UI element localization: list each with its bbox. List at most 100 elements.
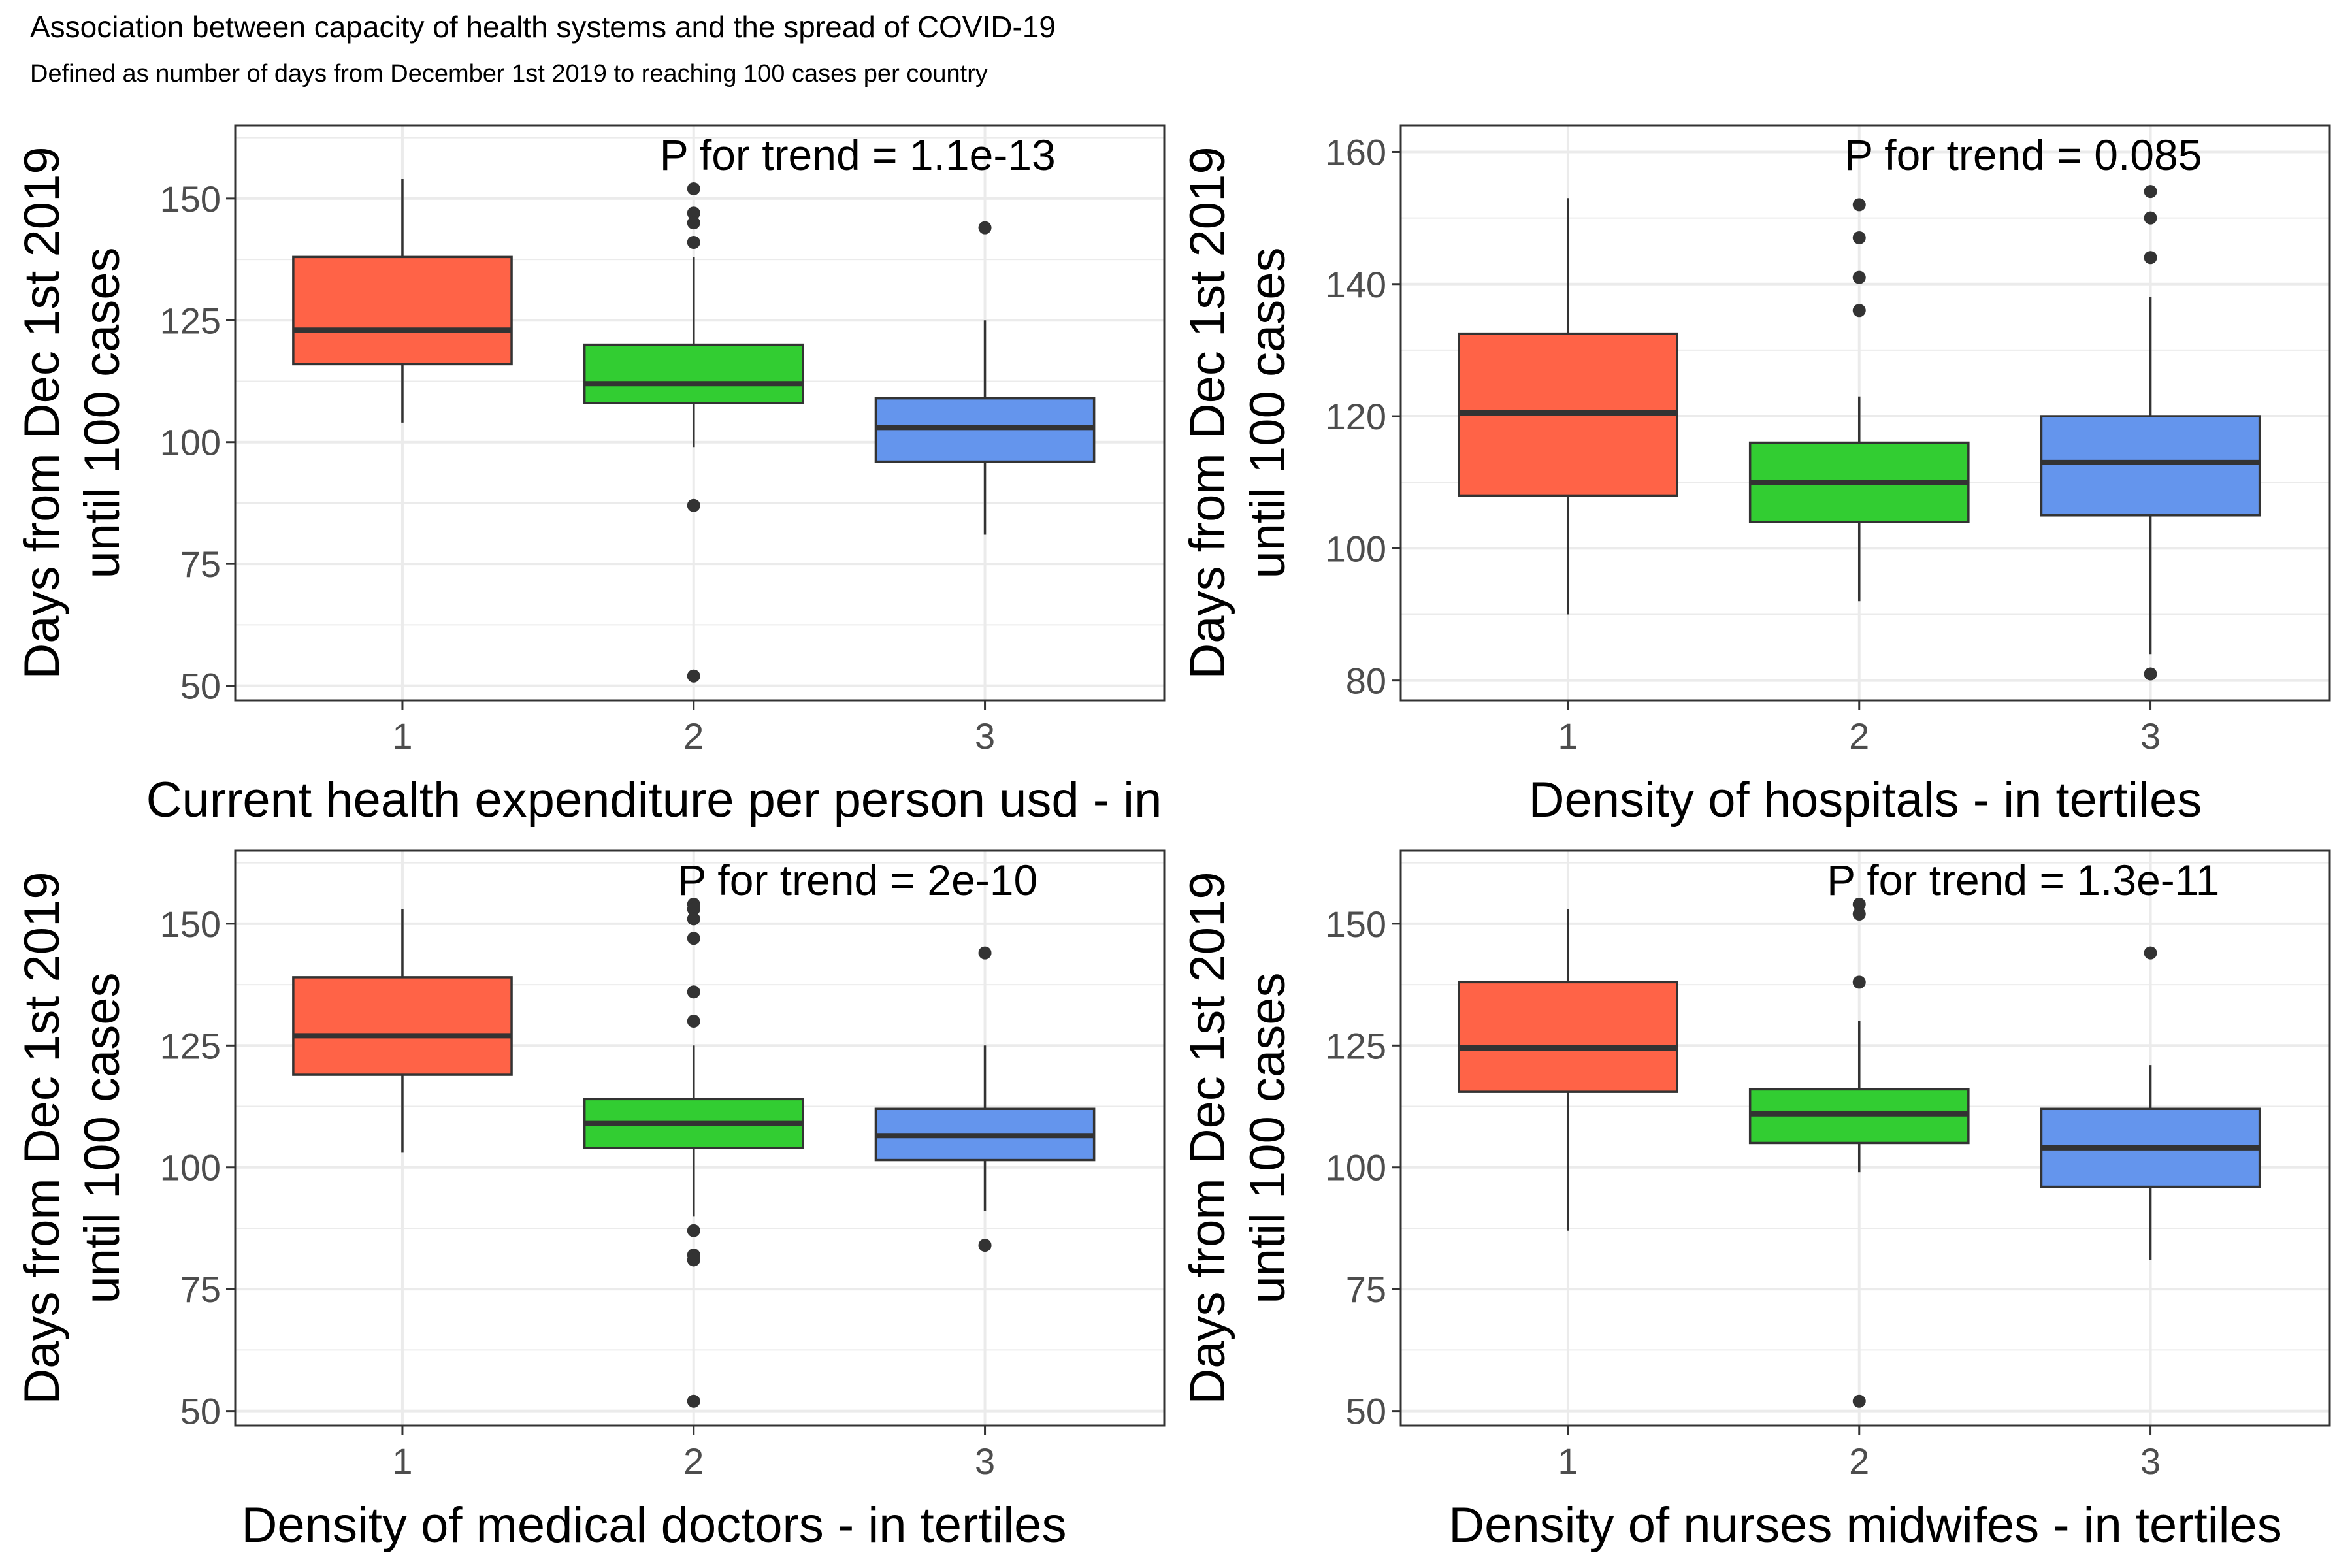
outlier-point: [687, 498, 700, 512]
outlier-point: [687, 985, 700, 999]
box-tertile-2: [583, 182, 804, 683]
outlier-point: [687, 902, 700, 916]
box-tertile-1: [292, 179, 513, 423]
panel-medical-doctors: 50 75 100 125 150 1 2 3 P for trend = 2e-10 Densi…: [14, 849, 1166, 1553]
p-trend-annotation: P for trend = 1.1e-13: [660, 131, 1056, 179]
outlier-point: [2144, 211, 2157, 225]
x-tick-label: 1: [1558, 715, 1578, 757]
outlier-point: [687, 1224, 700, 1237]
y-axis-label-line2: until 100 cases: [74, 973, 130, 1304]
box-tertile-2: [1748, 898, 1970, 1408]
outlier-point: [687, 669, 700, 683]
x-axis-label: Density of hospitals - in tertiles: [1529, 772, 2202, 828]
box-tertile-2: [583, 898, 804, 1408]
outlier-point: [1852, 907, 1866, 921]
panel-border: [1399, 124, 2331, 702]
y-tick-label: 100: [160, 422, 221, 463]
interquartile-box: [1458, 981, 1678, 1093]
outlier-point: [1852, 898, 1866, 911]
box-tertile-1: [1458, 198, 1678, 615]
outlier-point: [2144, 667, 2157, 681]
y-axis-label-line2: until 100 cases: [74, 248, 130, 579]
outlier-point: [687, 235, 700, 249]
outlier-point: [1852, 975, 1866, 989]
outlier-point: [1852, 198, 1866, 212]
x-tick-label: 3: [2140, 1441, 2161, 1482]
chart-subtitle: Defined as number of days from December …: [30, 60, 988, 88]
x-axis-label: Current health expenditure per person us…: [146, 772, 1162, 828]
y-tick-label: 150: [1326, 904, 1386, 945]
outlier-point: [978, 1239, 992, 1252]
panel-border: [1399, 849, 2331, 1427]
interquartile-box: [292, 255, 513, 366]
outlier-point: [978, 946, 992, 960]
outlier-point: [687, 1015, 700, 1028]
y-axis-label-line2: until 100 cases: [1240, 248, 1296, 579]
panel-health-expenditure: 50 75 100 125 150 1 2 3 P for trend = 1.1e-13 Cur…: [14, 124, 1166, 828]
y-tick-label: 75: [180, 544, 221, 585]
x-axis-label: Density of medical doctors - in tertiles: [242, 1497, 1067, 1553]
y-tick-label: 50: [180, 1391, 221, 1432]
outlier-point: [687, 182, 700, 195]
y-tick-label: 150: [160, 904, 221, 945]
interquartile-box: [2040, 415, 2261, 517]
x-tick-label: 3: [2140, 715, 2161, 757]
interquartile-box: [583, 343, 804, 404]
x-tick-label: 3: [975, 715, 995, 757]
y-axis-label-line1: Days from Dec 1st 2019: [14, 872, 70, 1404]
x-tick-label: 2: [683, 715, 704, 757]
panel-border: [234, 849, 1166, 1427]
y-tick-label: 50: [1346, 1391, 1386, 1432]
box-tertile-3: [2040, 185, 2261, 681]
y-axis-label-line1: Days from Dec 1st 2019: [14, 146, 70, 679]
outlier-point: [2144, 946, 2157, 960]
x-tick-label: 2: [1849, 1441, 1869, 1482]
y-tick-label: 125: [160, 300, 221, 341]
x-axis-label: Density of nurses midwifes - in tertiles: [1448, 1497, 2282, 1553]
y-tick-label: 150: [160, 178, 221, 220]
y-tick-label: 125: [160, 1025, 221, 1066]
y-axis-label-line2: until 100 cases: [1240, 973, 1296, 1304]
box-tertile-3: [874, 221, 1096, 535]
interquartile-box: [292, 976, 513, 1076]
y-tick-label: 160: [1326, 131, 1386, 172]
y-axis-label-line1: Days from Dec 1st 2019: [1180, 872, 1235, 1404]
x-tick-label: 2: [1849, 715, 1869, 757]
box-tertile-3: [2040, 946, 2261, 1260]
outlier-point: [687, 216, 700, 230]
y-tick-label: 120: [1326, 396, 1386, 437]
outlier-point: [2144, 185, 2157, 199]
x-tick-label: 1: [1558, 1441, 1578, 1482]
outlier-point: [2144, 251, 2157, 265]
y-tick-label: 100: [160, 1147, 221, 1188]
y-tick-label: 75: [1346, 1269, 1386, 1310]
outlier-point: [978, 221, 992, 235]
x-tick-label: 2: [683, 1441, 704, 1482]
x-tick-label: 1: [392, 715, 412, 757]
box-tertile-1: [292, 909, 513, 1153]
panel-hospitals: 80 100 120 140 160 1 2 3 P for trend = 0.085 Dens…: [1180, 124, 2331, 828]
y-tick-label: 50: [180, 666, 221, 707]
panel-nurses-midwifes: 50 75 100 125 150 1 2 3 P for trend = 1.3e-11 Den…: [1180, 849, 2331, 1553]
outlier-point: [1852, 1394, 1866, 1408]
x-tick-label: 1: [392, 1441, 412, 1482]
outlier-point: [687, 206, 700, 220]
box-tertile-3: [874, 946, 1096, 1252]
outlier-point: [687, 1394, 700, 1408]
outlier-point: [1852, 270, 1866, 284]
panel-border: [234, 124, 1166, 702]
box-tertile-1: [1458, 909, 1678, 1231]
y-tick-label: 80: [1346, 661, 1386, 702]
y-tick-label: 125: [1326, 1025, 1386, 1066]
y-tick-label: 100: [1326, 1147, 1386, 1188]
y-axis-label-line1: Days from Dec 1st 2019: [1180, 146, 1235, 679]
outlier-point: [1852, 304, 1866, 318]
outlier-point: [687, 912, 700, 926]
outlier-point: [1852, 231, 1866, 244]
chart-title: Association between capacity of health s…: [30, 10, 1056, 44]
outlier-point: [687, 1253, 700, 1267]
p-trend-annotation: P for trend = 0.085: [1844, 131, 2202, 179]
x-tick-label: 3: [975, 1441, 995, 1482]
y-tick-label: 140: [1326, 264, 1386, 305]
